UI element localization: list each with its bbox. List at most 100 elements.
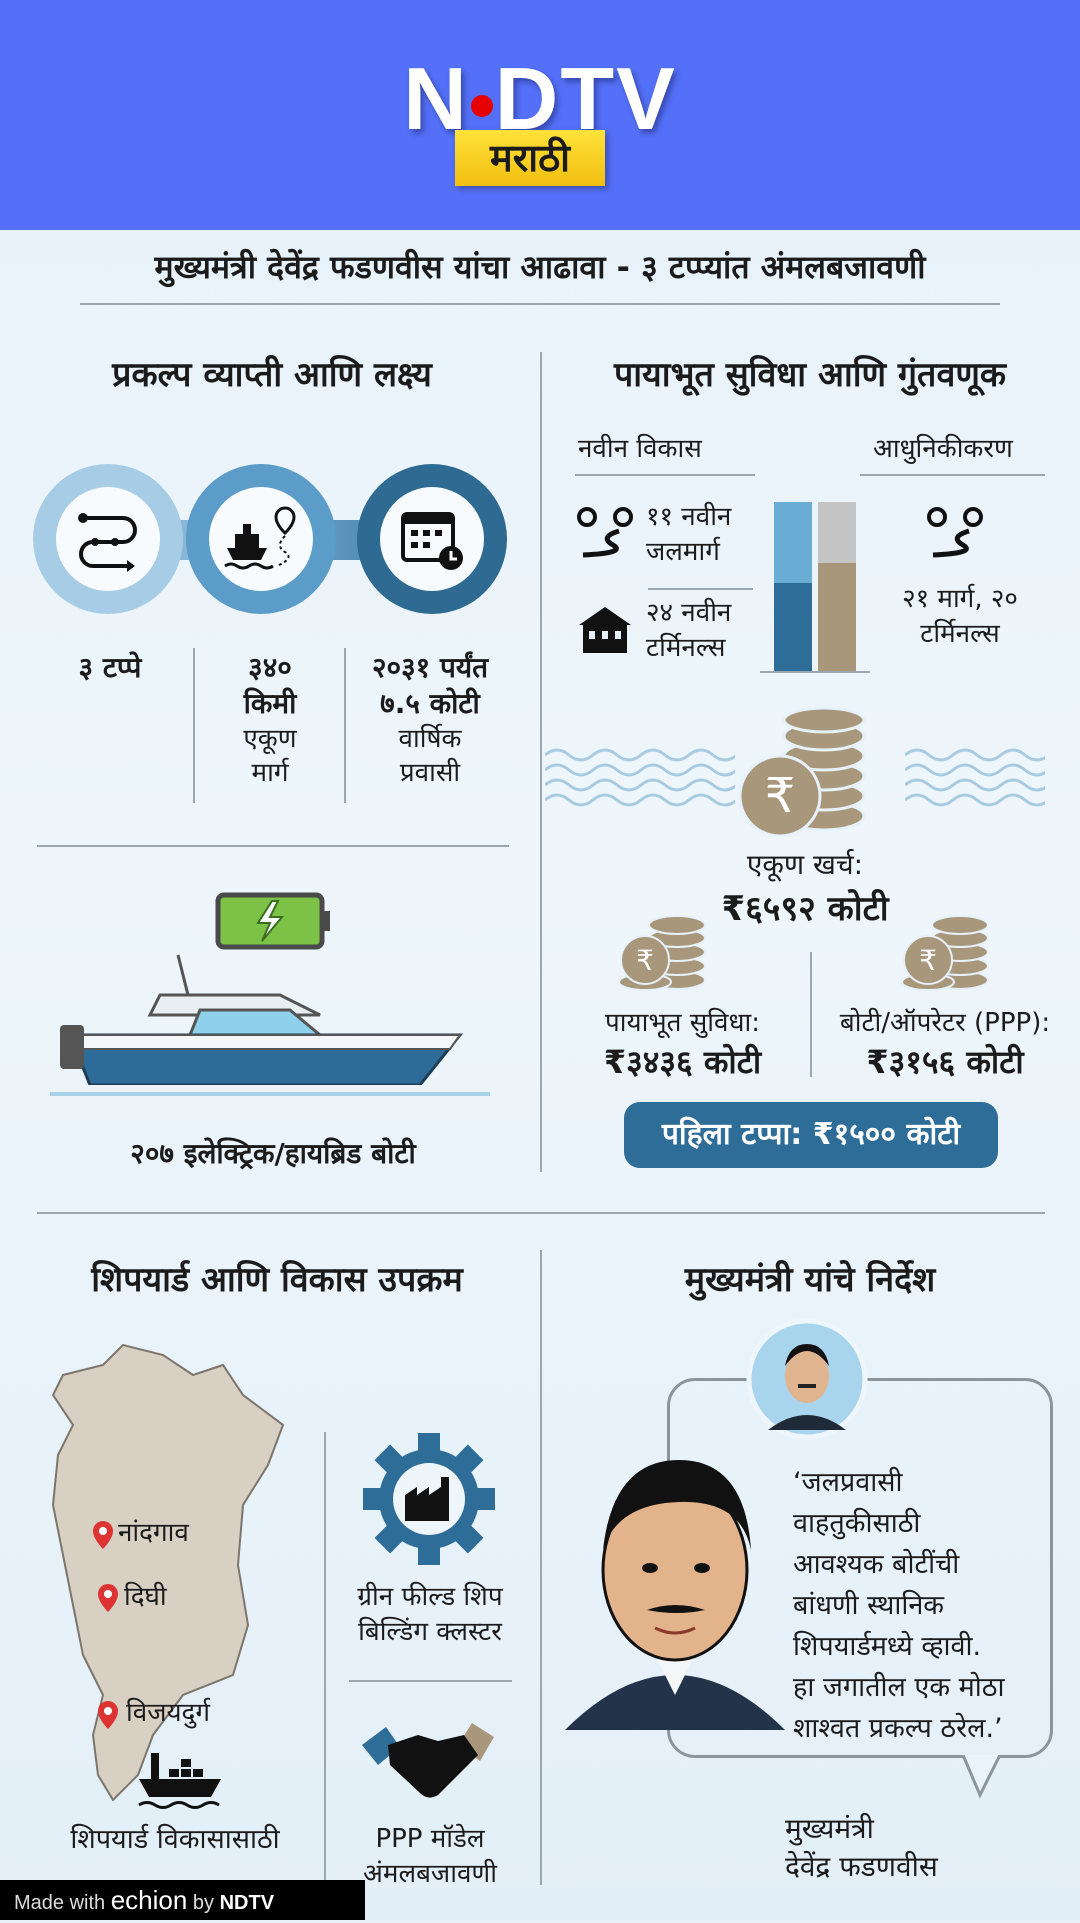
svg-text:₹: ₹ xyxy=(919,944,937,977)
bar-segment-terminals xyxy=(774,583,812,671)
signature-title: मुख्यमंत्री xyxy=(785,1812,874,1845)
stat-prefix: २०३१ पर्यंत xyxy=(371,651,489,684)
infra-cost-value: ₹३४३६ कोटी xyxy=(603,1043,762,1081)
waterway-route-icon xyxy=(577,507,633,558)
svg-text:₹: ₹ xyxy=(636,944,654,977)
signature-name: देवेंद्र फडणवीस xyxy=(785,1850,938,1883)
stage-circle xyxy=(357,464,507,614)
shipyard-heading: शिपयार्ड आणि विकास उपक्रम xyxy=(91,1260,463,1300)
divider xyxy=(540,1250,542,1885)
quote-line: ‘जलप्रवासी xyxy=(793,1467,903,1498)
wave-decoration xyxy=(905,748,1045,807)
cluster-caption: ग्रीन फील्ड शिप बिल्डिंग क्लस्टर xyxy=(357,1582,503,1648)
factory-gear-icon xyxy=(363,1433,495,1565)
stage-circle xyxy=(186,464,336,614)
quote-line: शाश्वत प्रकल्प ठरेल.’ xyxy=(793,1713,1003,1744)
divider xyxy=(193,648,195,803)
location-label: दिघी xyxy=(124,1582,167,1612)
calendar-clock-icon xyxy=(401,512,463,570)
echion-logo: echion xyxy=(110,1885,188,1915)
divider xyxy=(349,1680,512,1682)
ppp-cost-label: बोटी/ऑपरेटर (PPP): xyxy=(839,1008,1051,1038)
ppp-caption: PPP मॉडेल अंमलबजावणी xyxy=(363,1824,497,1890)
boats-caption: २०७ इलेक्ट्रिक/हायब्रिड बोटी xyxy=(130,1137,416,1170)
cm-portrait xyxy=(565,1460,785,1730)
stat-length: ३४० किमी एकूण मार्ग xyxy=(200,650,340,790)
logo-dot xyxy=(470,94,493,117)
divider xyxy=(860,474,1045,476)
location-pin-icon xyxy=(93,1521,113,1549)
cm-signature: मुख्यमंत्री देवेंद्र फडणवीस xyxy=(785,1810,938,1886)
stat-label: एकूण मार्ग xyxy=(243,723,297,788)
terminal-building-icon xyxy=(579,607,631,653)
location-pin-icon xyxy=(98,1701,118,1729)
shipyard-fund-caption: शिपयार्ड विकासासाठी xyxy=(70,1824,280,1855)
stage-circle xyxy=(33,464,183,614)
divider xyxy=(810,952,812,1077)
divider xyxy=(575,474,755,476)
quote-line: हा जगातील एक मोठा xyxy=(793,1672,1005,1703)
cm-quote: ‘जलप्रवासी वाहतुकीसाठी आवश्यक बोटींची बा… xyxy=(793,1462,1004,1749)
stat-value: ७.५ कोटी xyxy=(380,687,480,721)
electric-boat-illustration xyxy=(60,892,464,1085)
infra-cost-label: पायाभूत सुविधा: xyxy=(605,1008,760,1038)
stat-value: ३४० किमी xyxy=(243,651,297,721)
mumbai-map xyxy=(51,1343,285,1802)
water-line xyxy=(50,1092,490,1096)
svg-text:₹: ₹ xyxy=(765,768,796,824)
bar-segment xyxy=(818,502,856,563)
rupee-coins-icon: ₹ xyxy=(738,706,866,838)
phase-one-badge: पहिला टप्पा: ₹१५०० कोटी xyxy=(624,1102,998,1168)
new-development-label: नवीन विकास xyxy=(578,434,702,464)
divider xyxy=(80,303,1000,305)
bar-baseline xyxy=(760,671,870,673)
bubble-tail xyxy=(961,1755,1002,1799)
ppp-cost-value: ₹३१५६ कोटी xyxy=(866,1043,1024,1081)
new-development-bar xyxy=(774,502,812,671)
cargo-ship-icon xyxy=(138,1753,221,1809)
ship-route-icon xyxy=(224,506,296,570)
new-waterways-text: ११ नवीन जलमार्ग xyxy=(646,502,732,568)
edition-badge: मराठी xyxy=(455,130,605,186)
page-title: मुख्यमंत्री देवेंद्र फडणवीस यांचा आढावा … xyxy=(154,248,926,286)
divider xyxy=(540,352,542,1172)
total-cost-label: एकूण खर्च: xyxy=(746,848,864,881)
directive-heading: मुख्यमंत्री यांचे निर्देश xyxy=(684,1260,936,1300)
rupee-coins-small-icon: ₹ xyxy=(618,915,706,991)
stat-phases: ३ टप्पे xyxy=(40,650,180,686)
quote-line: आवश्यक बोटींची xyxy=(793,1549,960,1580)
footer-text: by xyxy=(192,1892,215,1914)
divider xyxy=(324,1432,326,1887)
location-label: नांदगाव xyxy=(118,1518,189,1548)
divider xyxy=(37,1212,1045,1214)
ndtv-footer-logo: NDTV xyxy=(219,1892,275,1914)
rupee-coins-small-icon: ₹ xyxy=(901,915,989,991)
infra-heading: पायाभूत सुविधा आणि गुंतवणूक xyxy=(613,355,1007,395)
location-label: विजयदुर्ग xyxy=(126,1698,211,1728)
divider xyxy=(37,845,509,847)
modernization-bar xyxy=(818,502,856,671)
new-terminals-text: २४ नवीन टर्मिनल्स xyxy=(646,598,732,664)
route-icon xyxy=(78,513,137,572)
cm-avatar-small xyxy=(746,1318,868,1440)
stat-label: वार्षिक प्रवासी xyxy=(398,723,462,788)
modernization-label: आधुनिकीकरण xyxy=(873,434,1013,464)
footer-text: Made with xyxy=(14,1892,106,1914)
battery-icon xyxy=(215,892,330,950)
bar-segment-waterways xyxy=(774,502,812,584)
bar-segment xyxy=(818,562,856,671)
quote-line: वाहतुकीसाठी xyxy=(793,1508,921,1539)
header-banner xyxy=(0,0,1080,230)
scope-heading: प्रकल्प व्याप्ती आणि लक्ष्य xyxy=(112,355,432,395)
divider xyxy=(648,588,753,590)
footer-credit: Made with echion by NDTV xyxy=(0,1880,365,1920)
modern-route-icon xyxy=(927,507,983,558)
modernization-text: २१ मार्ग, २० टर्मिनल्स xyxy=(902,584,1018,650)
wave-decoration xyxy=(545,748,735,807)
handshake-icon xyxy=(362,1723,494,1798)
stat-value: ३ टप्पे xyxy=(78,651,142,684)
total-cost-value: ₹६५९२ कोटी xyxy=(721,889,889,929)
divider xyxy=(344,648,346,803)
quote-line: बांधणी स्थानिक xyxy=(793,1590,945,1621)
quote-line: शिपयार्डमध्ये व्हावी. xyxy=(793,1631,982,1662)
